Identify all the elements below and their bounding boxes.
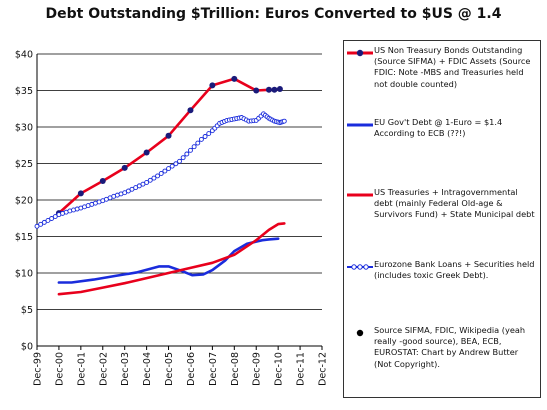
x-tick-labels: Dec-99 Dec-00 Dec-01 Dec-02 Dec-03 Dec-04 Dec-… <box>33 352 329 386</box>
legend-swatch-blue-circle-icon <box>347 264 373 270</box>
data-point <box>191 144 197 150</box>
y-tick-labels: $0 $5 $10 $15 $20 $25 $30 $35 $40 <box>15 50 33 353</box>
series-line-0 <box>57 77 282 215</box>
data-point <box>177 158 182 164</box>
data-point <box>265 86 272 93</box>
data-point <box>281 118 287 124</box>
data-point <box>158 171 164 176</box>
y-tick-label: $30 <box>15 123 33 134</box>
data-point <box>173 161 179 167</box>
x-tick-label: Dec-07 <box>208 352 219 386</box>
legend-swatch-red-line-icon <box>347 193 373 197</box>
data-point <box>34 223 40 229</box>
y-tick-label: $25 <box>15 159 33 170</box>
data-point <box>206 131 212 137</box>
data-point <box>143 149 150 156</box>
data-point <box>41 219 47 225</box>
data-point <box>52 214 58 219</box>
y-tick-label: $10 <box>15 269 33 280</box>
legend-swatch-blue-line-icon <box>347 123 373 127</box>
data-point <box>49 216 55 221</box>
data-point <box>77 190 84 197</box>
data-point <box>169 163 175 169</box>
x-tick-label: Dec-11 <box>296 352 307 386</box>
data-point <box>45 217 51 223</box>
data-point <box>231 75 238 82</box>
legend-label: US Treasuries + Intragovernmental debt (… <box>374 187 535 220</box>
x-tick-label: Dec-09 <box>252 352 263 386</box>
legend-swatch-red-dot-icon <box>347 49 373 57</box>
legend: US Non Treasury Bonds Outstanding (Sourc… <box>343 40 541 398</box>
y-tick-label: $15 <box>15 232 33 243</box>
y-tick-label: $35 <box>15 86 33 97</box>
series-line-2 <box>57 222 286 296</box>
data-point <box>276 86 283 93</box>
chart-title: Debt Outstanding $Trillion: Euros Conver… <box>45 6 502 22</box>
data-point <box>147 177 153 183</box>
series-line-1 <box>57 237 280 284</box>
y-tick-label: $40 <box>15 50 33 61</box>
data-point <box>121 164 128 171</box>
data-point <box>162 168 168 174</box>
legend-swatch-black-dot-icon <box>356 329 364 337</box>
data-point <box>184 151 190 157</box>
x-tick-label: Dec-05 <box>164 352 175 386</box>
data-point <box>271 86 278 93</box>
x-tick-label: Dec-12 <box>318 352 329 386</box>
data-point <box>209 82 216 89</box>
x-tick-label: Dec-01 <box>76 352 87 386</box>
data-point <box>198 136 204 142</box>
legend-label: EU Gov't Debt @ 1-Euro = $1.4 According … <box>374 117 503 139</box>
data-point <box>99 178 106 185</box>
axes <box>36 54 323 350</box>
y-tick-label: $20 <box>15 196 33 207</box>
x-tick-label: Dec-00 <box>54 352 65 386</box>
data-point <box>202 134 208 139</box>
y-tick-label: $0 <box>21 342 33 353</box>
legend-label: US Non Treasury Bonds Outstanding (Sourc… <box>374 45 531 89</box>
data-point <box>144 180 150 185</box>
x-tick-label: Dec-06 <box>186 352 197 386</box>
data-point <box>166 166 171 172</box>
x-tick-label: Dec-08 <box>230 352 241 386</box>
x-tick-label: Dec-02 <box>98 352 109 386</box>
y-tick-label: $5 <box>21 305 33 316</box>
data-point <box>195 140 201 146</box>
data-point <box>180 155 186 161</box>
data-point <box>165 132 172 139</box>
data-point <box>187 107 194 114</box>
data-point <box>253 87 260 94</box>
x-tick-label: Dec-03 <box>120 352 131 386</box>
data-point <box>151 175 157 181</box>
x-tick-label: Dec-04 <box>142 352 153 386</box>
data-point <box>188 147 193 153</box>
x-tick-label: Dec-99 <box>33 352 44 386</box>
x-tick-label: Dec-10 <box>274 352 285 386</box>
legend-label: Source SIFMA, FDIC, Wikipedia (yeah real… <box>374 325 526 369</box>
data-point <box>155 173 161 179</box>
series-lines <box>34 75 287 296</box>
legend-label: Eurozone Bank Loans + Securities held (i… <box>374 259 535 281</box>
data-point <box>38 221 44 227</box>
